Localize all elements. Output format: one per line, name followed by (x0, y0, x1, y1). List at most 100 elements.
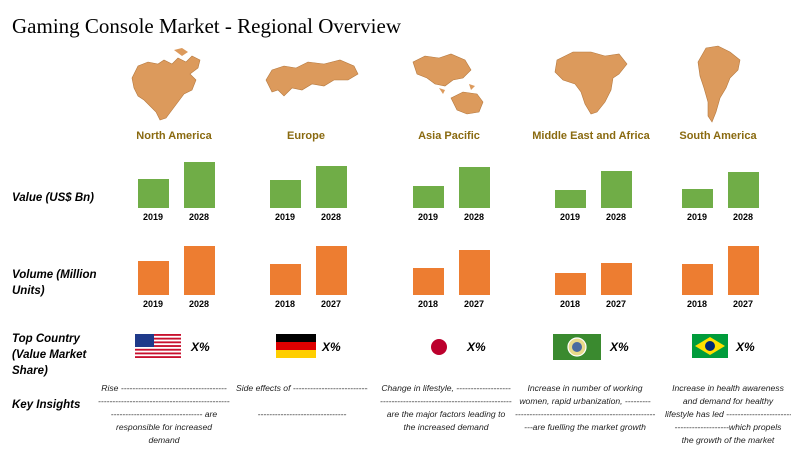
key-insights-label-text: Key Insights (12, 399, 81, 411)
region-column-asia-pacific: Asia Pacific 2019 2028 2018 2027 (379, 40, 519, 450)
gcc-flag-icon (553, 334, 601, 360)
volume-year-label: 2027 (605, 299, 627, 309)
share-asia-pacific: X% (467, 340, 486, 354)
insight-line: the increased demand (403, 422, 489, 432)
volume-chart-asia-pacific (379, 243, 519, 295)
page-title: Gaming Console Market - Regional Overvie… (12, 14, 401, 38)
top-country-label-line2: (Value Market (12, 349, 87, 361)
value-bar-2019 (413, 186, 444, 208)
volume-chart-europe (236, 243, 376, 295)
value-year-label: 2028 (188, 212, 210, 222)
value-year-label: 2019 (274, 212, 296, 222)
insight-line (236, 395, 368, 408)
insight-line: lifestyle has led ----------------------… (665, 409, 791, 419)
volume-bar-2018 (555, 272, 586, 295)
asia-pacific-map-icon (412, 53, 484, 115)
volume-year-label: 2027 (732, 299, 754, 309)
value-year-label: 2019 (686, 212, 708, 222)
value-year-label: 2019 (417, 212, 439, 222)
share-middle-east-africa: X% (610, 340, 629, 354)
value-chart-north-america (104, 160, 244, 208)
value-year-label: 2028 (463, 212, 485, 222)
volume-bar-2018 (682, 263, 713, 295)
volume-row-label-line1: Volume (Million (12, 269, 97, 281)
value-bar-2028 (316, 166, 347, 208)
value-bar-2028 (184, 162, 215, 208)
region-column-europe: Europe 2019 2028 2018 2027 (236, 40, 376, 450)
value-bar-2028 (601, 170, 632, 208)
value-row-label-text: Value (US$ Bn) (12, 192, 95, 204)
insight-asia-pacific: Change in lifestyle, -------------------… (380, 382, 512, 434)
value-row-label: Value (US$ Bn) (12, 190, 94, 206)
value-year-label: 2028 (320, 212, 342, 222)
south-america-map-icon (697, 45, 741, 123)
insight-middle-east-africa: Increase in number of working women, rapi… (515, 382, 655, 434)
value-bar-2019 (138, 179, 169, 208)
north-america-map-icon (131, 48, 201, 121)
value-chart-asia-pacific (379, 160, 519, 208)
value-year-label: 2028 (732, 212, 754, 222)
insight-line: ----------------------------------------… (515, 409, 655, 419)
volume-chart-middle-east-and-africa (521, 243, 661, 295)
europe-map-icon (265, 59, 359, 97)
volume-row-label-line2: Units) (12, 285, 45, 297)
region-label-asia-pacific: Asia Pacific (418, 130, 480, 142)
volume-bar-2018 (270, 263, 301, 295)
region-label-middle-east-africa: Middle East and Africa (532, 130, 650, 142)
top-country-label-line3: Share) (12, 365, 48, 377)
volume-bar-2027 (316, 245, 347, 295)
value-chart-europe (236, 160, 376, 208)
value-year-label: 2019 (142, 212, 164, 222)
insight-south-america: Increase in health awareness and demand f… (665, 382, 791, 447)
volume-year-label: 2027 (463, 299, 485, 309)
insight-line: are the major factors leading to (386, 409, 506, 419)
share-south-america: X% (736, 340, 755, 354)
insight-line: responsible for increased (115, 422, 213, 432)
volume-year-label: 2019 (142, 299, 164, 309)
region-label-north-america: North America (136, 130, 212, 142)
value-chart-middle-east-and-africa (521, 160, 661, 208)
value-bar-2028 (728, 172, 759, 208)
value-bar-2028 (459, 167, 490, 208)
volume-year-label: 2018 (417, 299, 439, 309)
insight-line: Increase in number of working (527, 383, 643, 393)
volume-bar-2019 (138, 261, 169, 295)
value-bar-2019 (270, 180, 301, 208)
insight-line: the growth of the market (681, 435, 775, 445)
region-column-north-america: North America 2019 2028 2019 2028 (104, 40, 244, 450)
value-bar-2019 (682, 188, 713, 208)
insight-line: ------------------------------- (257, 409, 347, 419)
insight-line: Change in lifestyle, ------------------- (381, 383, 511, 393)
value-year-label: 2019 (559, 212, 581, 222)
key-insights-row-label: Key Insights (12, 397, 80, 413)
top-country-row-label: Top Country (Value Market Share) (12, 331, 86, 379)
insight-line: ----------------------------------------… (380, 396, 512, 406)
volume-year-label: 2027 (320, 299, 342, 309)
region-column-south-america: South America 2019 2028 2018 2027 (648, 40, 788, 450)
share-europe: X% (322, 340, 341, 354)
top-country-label-line1: Top Country (12, 333, 80, 345)
volume-year-label: 2018 (559, 299, 581, 309)
volume-bar-2027 (728, 245, 759, 295)
volume-bar-2027 (601, 262, 632, 295)
insight-line: -------------------which propels (674, 422, 782, 432)
brazil-flag-icon (692, 334, 728, 358)
value-chart-south-america (648, 160, 788, 208)
volume-chart-north-america (104, 243, 244, 295)
insight-line: Increase in health awareness (672, 383, 784, 393)
insight-line: demand (148, 435, 180, 445)
insight-line: Rise -----------------------------------… (101, 383, 227, 393)
volume-row-label: Volume (Million Units) (12, 267, 97, 299)
insight-line: -------------------------------- are (110, 409, 218, 419)
insight-europe: Side effects of ------------------------… (236, 382, 368, 421)
japan-flag-icon (422, 334, 462, 360)
germany-flag-icon (276, 334, 316, 358)
insight-line: ---are fuelling the market growth (524, 422, 646, 432)
volume-bar-2028 (184, 245, 215, 295)
volume-year-label: 2018 (686, 299, 708, 309)
volume-year-label: 2018 (274, 299, 296, 309)
middle-east-africa-map-icon (554, 51, 628, 115)
volume-bar-2027 (459, 249, 490, 295)
insight-line: women, rapid urbanization, --------- (519, 396, 651, 406)
insight-line: Side effects of ------------------------… (236, 383, 368, 393)
